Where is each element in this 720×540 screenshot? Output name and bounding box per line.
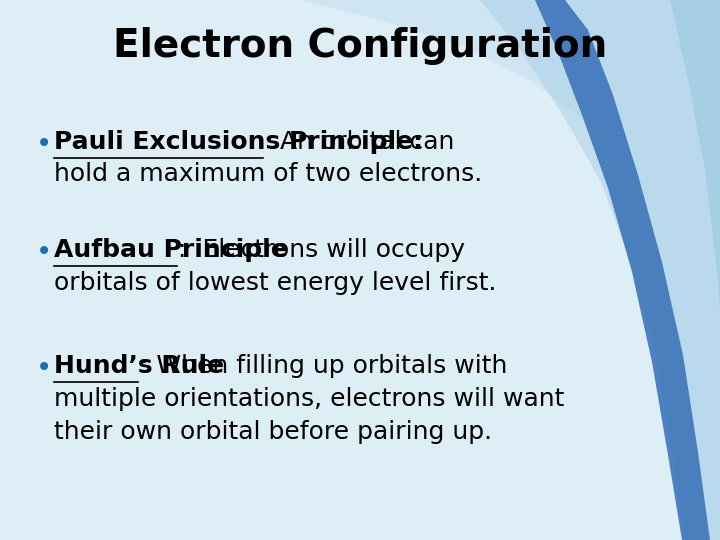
Text: Hund’s Rule: Hund’s Rule — [54, 354, 224, 377]
Polygon shape — [300, 0, 720, 540]
Text: :  Electrons will occupy: : Electrons will occupy — [179, 238, 465, 261]
Polygon shape — [670, 0, 720, 540]
Text: Aufbau Principle: Aufbau Principle — [54, 238, 288, 261]
Text: •: • — [36, 130, 53, 158]
Text: multiple orientations, electrons will want: multiple orientations, electrons will wa… — [54, 387, 564, 411]
Text: •: • — [36, 238, 53, 266]
Text: Pauli Exclusions Principle:: Pauli Exclusions Principle: — [54, 130, 423, 153]
Text: orbitals of lowest energy level first.: orbitals of lowest energy level first. — [54, 271, 497, 295]
Text: : When filling up orbitals with: : When filling up orbitals with — [140, 354, 507, 377]
Text: their own orbital before pairing up.: their own orbital before pairing up. — [54, 420, 492, 444]
Polygon shape — [480, 0, 720, 540]
Text: hold a maximum of two electrons.: hold a maximum of two electrons. — [54, 162, 482, 186]
Text: Electron Configuration: Electron Configuration — [113, 27, 607, 65]
Polygon shape — [535, 0, 710, 540]
Text: An orbital can: An orbital can — [264, 130, 454, 153]
Text: •: • — [36, 354, 53, 382]
